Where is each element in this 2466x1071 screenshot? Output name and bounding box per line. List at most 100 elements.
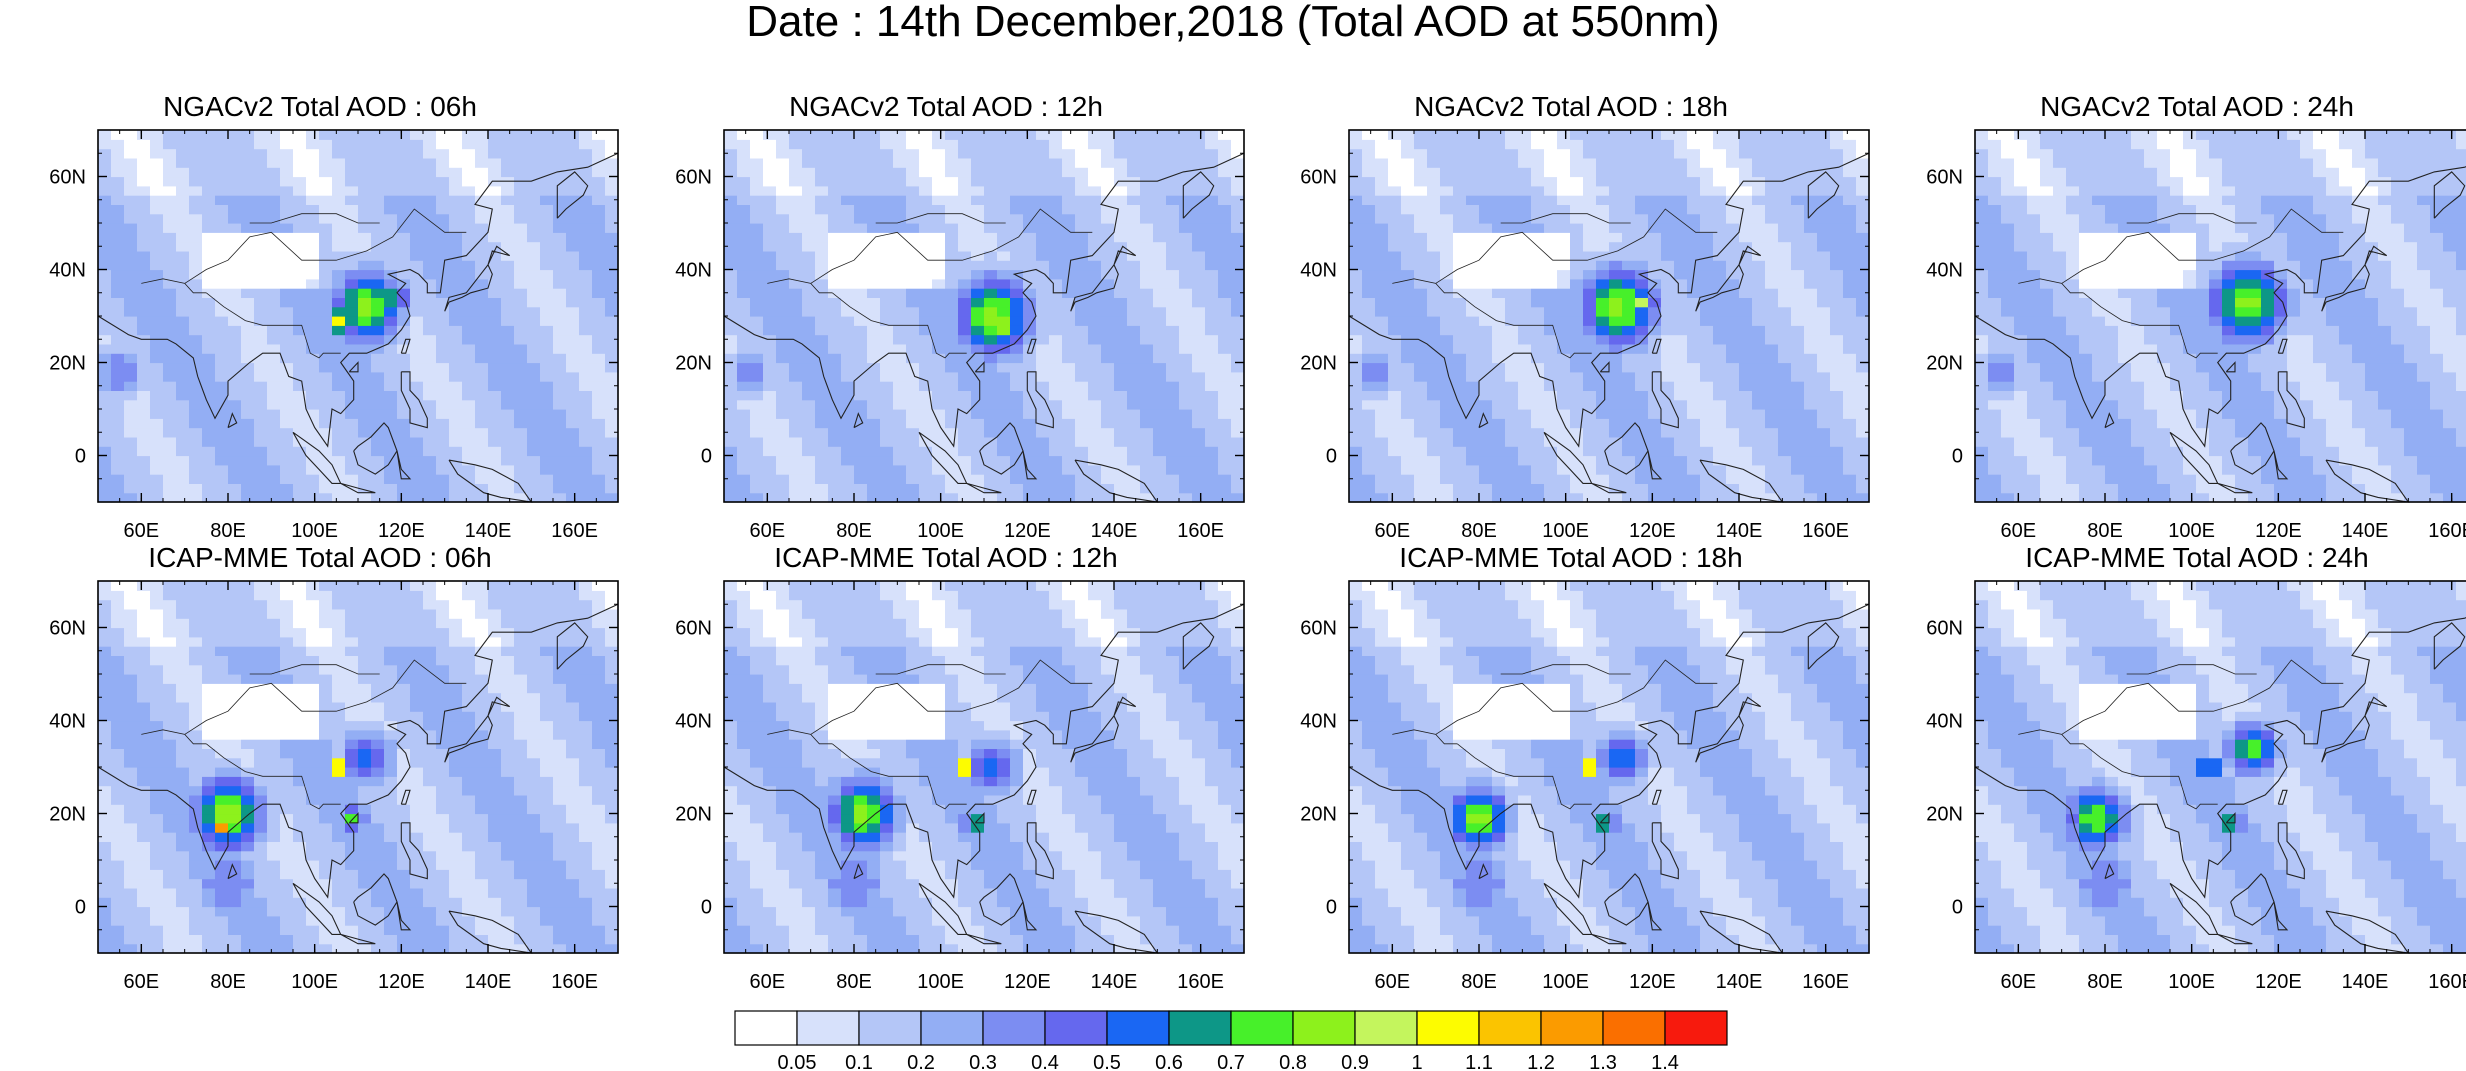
aod-cell bbox=[254, 269, 268, 280]
aod-cell bbox=[241, 483, 255, 494]
aod-cell bbox=[1778, 167, 1792, 178]
aod-cell bbox=[776, 130, 790, 140]
aod-cell bbox=[776, 455, 790, 466]
aod-cell bbox=[293, 325, 307, 336]
aod-cell bbox=[1349, 381, 1363, 391]
aod-cell bbox=[1544, 260, 1558, 271]
aod-cell bbox=[1843, 418, 1857, 429]
aod-cell bbox=[1531, 176, 1545, 187]
aod-cell bbox=[1362, 343, 1376, 354]
aod-cell bbox=[1231, 316, 1245, 326]
aod-cell bbox=[932, 223, 946, 233]
aod-cell bbox=[1179, 297, 1193, 308]
aod-cell bbox=[1817, 455, 1831, 466]
x-tick-label: 60E bbox=[124, 520, 160, 542]
aod-cell bbox=[319, 492, 333, 503]
aod-cell bbox=[241, 474, 255, 484]
aod-cell bbox=[228, 316, 242, 326]
aod-cell bbox=[997, 390, 1011, 401]
aod-cell bbox=[1609, 195, 1623, 205]
aod-cell bbox=[1023, 176, 1037, 187]
aod-cell bbox=[1192, 381, 1206, 391]
aod-cell bbox=[1453, 148, 1467, 159]
aod-cell bbox=[867, 474, 881, 484]
aod-cell bbox=[605, 353, 619, 364]
aod-cell bbox=[1205, 371, 1219, 382]
aod-cell bbox=[1817, 139, 1831, 150]
aod-cell bbox=[802, 139, 816, 150]
aod-cell bbox=[1726, 148, 1740, 159]
aod-cell bbox=[1765, 353, 1779, 364]
aod-cell bbox=[828, 185, 842, 196]
aod-cell bbox=[462, 474, 476, 484]
aod-cell bbox=[1674, 195, 1688, 205]
aod-cell bbox=[828, 483, 842, 494]
aod-cell bbox=[371, 241, 385, 252]
aod-cell bbox=[501, 195, 515, 205]
aod-cell bbox=[1479, 223, 1493, 233]
aod-cell bbox=[1505, 409, 1519, 419]
aod-cell bbox=[1453, 483, 1467, 494]
aod-cell bbox=[750, 474, 764, 484]
aod-cell bbox=[893, 464, 907, 475]
aod-cell bbox=[1661, 241, 1675, 252]
aod-cell bbox=[1713, 269, 1727, 280]
aod-cell bbox=[475, 250, 489, 261]
aod-cell bbox=[1570, 204, 1584, 215]
aod-cell bbox=[1179, 325, 1193, 336]
aod-cell bbox=[1231, 288, 1245, 298]
aod-cell bbox=[724, 204, 738, 215]
aod-cell bbox=[462, 492, 476, 503]
aod-cell bbox=[1557, 223, 1571, 233]
aod-cell bbox=[1817, 157, 1831, 168]
aod-cell bbox=[1791, 278, 1805, 289]
aod-cell bbox=[1179, 464, 1193, 475]
aod-cell bbox=[1388, 139, 1402, 150]
aod-cell bbox=[150, 474, 164, 484]
aod-cell bbox=[984, 130, 998, 140]
aod-cell bbox=[1453, 474, 1467, 484]
aod-cell bbox=[592, 409, 606, 419]
aod-cell bbox=[737, 250, 751, 261]
aod-cell bbox=[1687, 213, 1701, 224]
aod-cell bbox=[1427, 427, 1441, 438]
aod-cell bbox=[1687, 297, 1701, 308]
aod-cell bbox=[527, 371, 541, 382]
aod-cell bbox=[553, 464, 567, 475]
aod-cell bbox=[724, 483, 738, 494]
aod-cell bbox=[880, 492, 894, 503]
aod-cell bbox=[241, 418, 255, 429]
aod-cell bbox=[1075, 278, 1089, 289]
aod-cell bbox=[854, 269, 868, 280]
aod-cell bbox=[124, 213, 138, 224]
aod-cell bbox=[553, 436, 567, 447]
aod-cell bbox=[488, 381, 502, 391]
aod-cell bbox=[776, 427, 790, 438]
aod-cell bbox=[1817, 427, 1831, 438]
aod-cell bbox=[1440, 241, 1454, 252]
aod-cell bbox=[1505, 306, 1519, 317]
aod-cell bbox=[1349, 139, 1363, 150]
aod-cell bbox=[605, 381, 619, 391]
aod-cell bbox=[1088, 334, 1102, 345]
aod-cell bbox=[475, 223, 489, 233]
aod-cell bbox=[124, 418, 138, 429]
aod-cell bbox=[1349, 436, 1363, 447]
aod-cell bbox=[1635, 167, 1649, 178]
aod-cell bbox=[737, 343, 751, 354]
aod-cell bbox=[215, 455, 229, 466]
aod-cell bbox=[202, 455, 216, 466]
aod-cell bbox=[802, 399, 816, 410]
aod-cell bbox=[1596, 185, 1610, 196]
aod-cell bbox=[776, 167, 790, 178]
aod-cell bbox=[228, 139, 242, 150]
aod-cell bbox=[254, 185, 268, 196]
aod-cell bbox=[163, 306, 177, 317]
aod-cell bbox=[1153, 334, 1167, 345]
aod-cell bbox=[371, 390, 385, 401]
aod-cell bbox=[137, 195, 151, 205]
aod-cell bbox=[1466, 474, 1480, 484]
aod-cell bbox=[397, 213, 411, 224]
aod-cell bbox=[815, 483, 829, 494]
aod-cell bbox=[867, 167, 881, 178]
